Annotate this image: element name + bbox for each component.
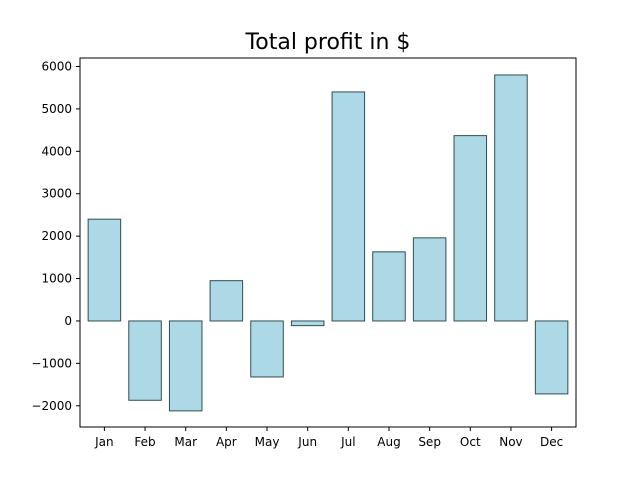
x-axis: Jan Feb Mar Apr May Jun Jul Aug Sep Oct Nov Dec [94,427,563,449]
bar-aug [372,251,406,322]
y-axis: −2000 −1000 0 1000 2000 3000 4000 5000 6000 [31,59,80,413]
x-tick-label-may: May [255,435,280,449]
y-tick-label: 1000 [41,272,72,286]
x-tick-label-jul: Jul [340,435,355,449]
x-tick-label-sep: Sep [418,435,441,449]
x-tick-label-oct: Oct [460,435,481,449]
x-tick-label-mar: Mar [174,435,197,449]
x-tick-label-dec: Dec [540,435,563,449]
bar-jan [87,218,122,322]
bar-mar [168,320,203,412]
plot-frame [79,57,577,428]
y-tick-label: −1000 [31,356,72,370]
y-tick-label: 0 [64,314,72,328]
bar-dec [534,320,569,395]
bar-jun [290,320,325,327]
y-tick-label: −2000 [31,399,72,413]
x-tick-label-apr: Apr [216,435,237,449]
y-tick-label: 5000 [41,102,72,116]
bar-feb [128,320,162,401]
bar-apr [209,280,244,322]
chart-title: Total profit in $ [245,30,411,55]
bar-nov [494,74,528,322]
bar-sep [412,237,447,322]
y-tick-label: 4000 [41,144,72,158]
x-tick-label-jan: Jan [94,435,114,449]
x-tick-label-nov: Nov [499,435,522,449]
bar-jul [331,91,366,322]
y-tick-label: 3000 [41,187,72,201]
x-tick-label-jun: Jun [297,435,317,449]
bar-oct [453,135,488,322]
y-tick-label: 2000 [41,229,72,243]
bar-may [250,320,284,378]
y-tick-label: 6000 [41,59,72,73]
bars-group [87,74,569,412]
x-tick-label-feb: Feb [134,435,155,449]
x-tick-label-aug: Aug [377,435,400,449]
